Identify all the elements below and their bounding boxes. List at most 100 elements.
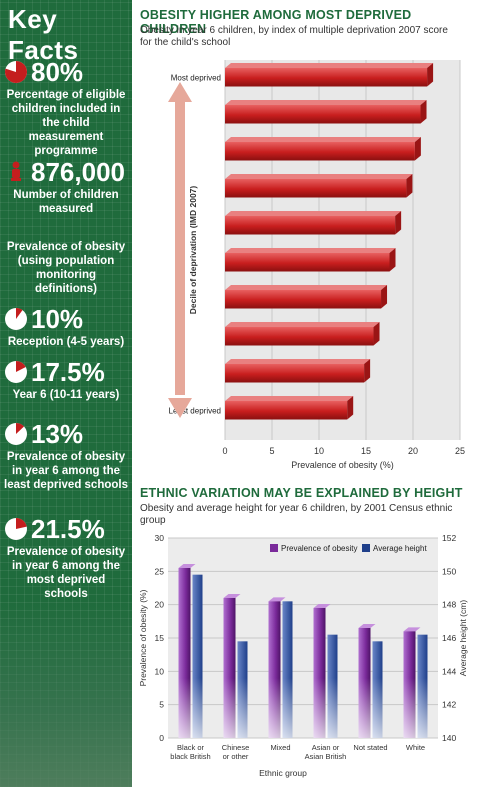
bar-fade [358, 678, 383, 738]
pie-slice [16, 518, 27, 529]
bar-front-face [225, 216, 396, 235]
y-tick-label-left: 10 [155, 666, 165, 676]
fact-item: 80% Percentage of eligible children inclu… [4, 58, 128, 158]
legend: Prevalence of obesity Average height [270, 544, 427, 553]
y-tick-label-left: 0 [159, 733, 164, 743]
category-group [313, 604, 338, 738]
fact-value: 13% [31, 419, 84, 449]
category-group [223, 594, 248, 738]
bar-top-face [225, 100, 427, 105]
key-facts-sidebar: Key Facts 80% Percentage of eligible chil… [0, 0, 132, 787]
x-axis-label: Ethnic group [259, 768, 307, 778]
y-tick-label-left: 30 [155, 533, 165, 543]
fact-value-row: 21.5% [4, 515, 128, 543]
deprivation-arrow-shaft [175, 100, 185, 395]
x-tick-label: 0 [222, 446, 227, 456]
pie-slice [5, 61, 28, 83]
figure-head [12, 161, 20, 169]
y-axis-label-right: Average height (cm) [458, 600, 468, 677]
category-group [403, 627, 428, 738]
fact-description: Prevalence of obesity in year 6 among th… [4, 451, 128, 491]
fact-description: Number of children measured [13, 189, 119, 215]
bar [225, 137, 421, 161]
bar-fade [268, 678, 293, 738]
fact-description: Prevalence of obesity (using population … [6, 241, 126, 295]
y-tick-label-right: 146 [442, 633, 456, 643]
fact-value-row: 10% [4, 305, 128, 333]
x-category-label: White [406, 743, 425, 752]
y-tick-label-left: 5 [159, 700, 164, 710]
bar-front-face [225, 68, 428, 87]
pie-slice [16, 361, 26, 372]
x-tick-label: 5 [269, 446, 274, 456]
fact-value-row: 17.5% [4, 358, 128, 386]
pie-slice [16, 423, 25, 434]
fact-description: Prevalence of obesity in year 6 among th… [6, 546, 126, 600]
fact-value-row: 876,000 [4, 158, 128, 186]
bar-side-face [373, 322, 380, 346]
key-facts-title: Key Facts [8, 4, 79, 65]
bar-front-face [225, 253, 390, 272]
category-group [358, 624, 383, 738]
y-category-label: Most deprived [171, 73, 221, 82]
bar-side-face [406, 174, 413, 198]
bar-top-face [225, 322, 380, 327]
pie-icon [5, 308, 27, 330]
legend-label-obesity: Prevalence of obesity [281, 544, 358, 553]
bar-front-face [225, 327, 374, 346]
bar-side-face [381, 285, 388, 309]
bar [225, 174, 413, 198]
bar-front-face [225, 290, 382, 309]
obesity-bar-top [358, 624, 376, 628]
x-category-label: Black or black British [170, 743, 210, 761]
y-axis-label-left: Prevalence of obesity (%) [140, 589, 148, 686]
bar [225, 322, 380, 346]
pie-icon [5, 61, 28, 83]
deprivation-arrow-up [168, 82, 192, 102]
obesity-bar-top [268, 597, 286, 602]
hand-and-scale-illustration [0, 600, 132, 787]
chart2-title: ETHNIC VARIATION MAY BE EXPLAINED BY HEI… [140, 486, 463, 500]
fact-value: 17.5% [31, 357, 105, 387]
bar-fade [178, 678, 203, 738]
y-tick-label-right: 140 [442, 733, 456, 743]
y-tick-label-left: 25 [155, 566, 165, 576]
bar-front-face [225, 364, 365, 383]
category-group [178, 564, 203, 738]
chart1-title: OBESITY HIGHER AMONG MOST DEPRIVED CHILD… [140, 8, 412, 36]
bar-top-face [225, 63, 434, 68]
bar-side-face [427, 63, 434, 87]
fact-value: 876,000 [31, 157, 125, 187]
bar [225, 396, 354, 420]
y-tick-label-left: 15 [155, 633, 165, 643]
obesity-bar-top [313, 604, 331, 608]
bar-side-face [364, 359, 371, 383]
bar-front-face [225, 105, 421, 124]
fact-description: Percentage of eligible children included… [6, 89, 126, 157]
height-bar [192, 574, 203, 738]
height-bar [282, 601, 293, 738]
x-category-label: Not stated [353, 743, 387, 752]
bar-front-face [225, 142, 415, 161]
pie-icon [5, 361, 27, 383]
fact-item: 17.5% Year 6 (10-11 years) [4, 358, 128, 402]
child-figure-icon [11, 161, 21, 181]
x-axis-label: Prevalence of obesity (%) [291, 460, 394, 470]
bar [225, 285, 388, 309]
x-category-label: Mixed [270, 743, 290, 752]
fact-description: Reception (4-5 years) [7, 336, 125, 348]
bar [225, 359, 371, 383]
pie-icon [5, 518, 27, 540]
y-category-label: Least deprived [169, 406, 221, 415]
bar-top-face [225, 137, 421, 142]
legend-label-height: Average height [373, 544, 427, 553]
bar-fade [223, 678, 248, 738]
bar-top-face [225, 359, 371, 364]
bar-front-face [225, 401, 348, 420]
bar-top-face [225, 248, 396, 253]
fact-value-row: 13% [4, 420, 128, 448]
bar [225, 248, 396, 272]
bar-top-face [225, 174, 413, 179]
deprivation-arrow-down [168, 398, 192, 418]
fact-description: Year 6 (10-11 years) [12, 389, 120, 401]
